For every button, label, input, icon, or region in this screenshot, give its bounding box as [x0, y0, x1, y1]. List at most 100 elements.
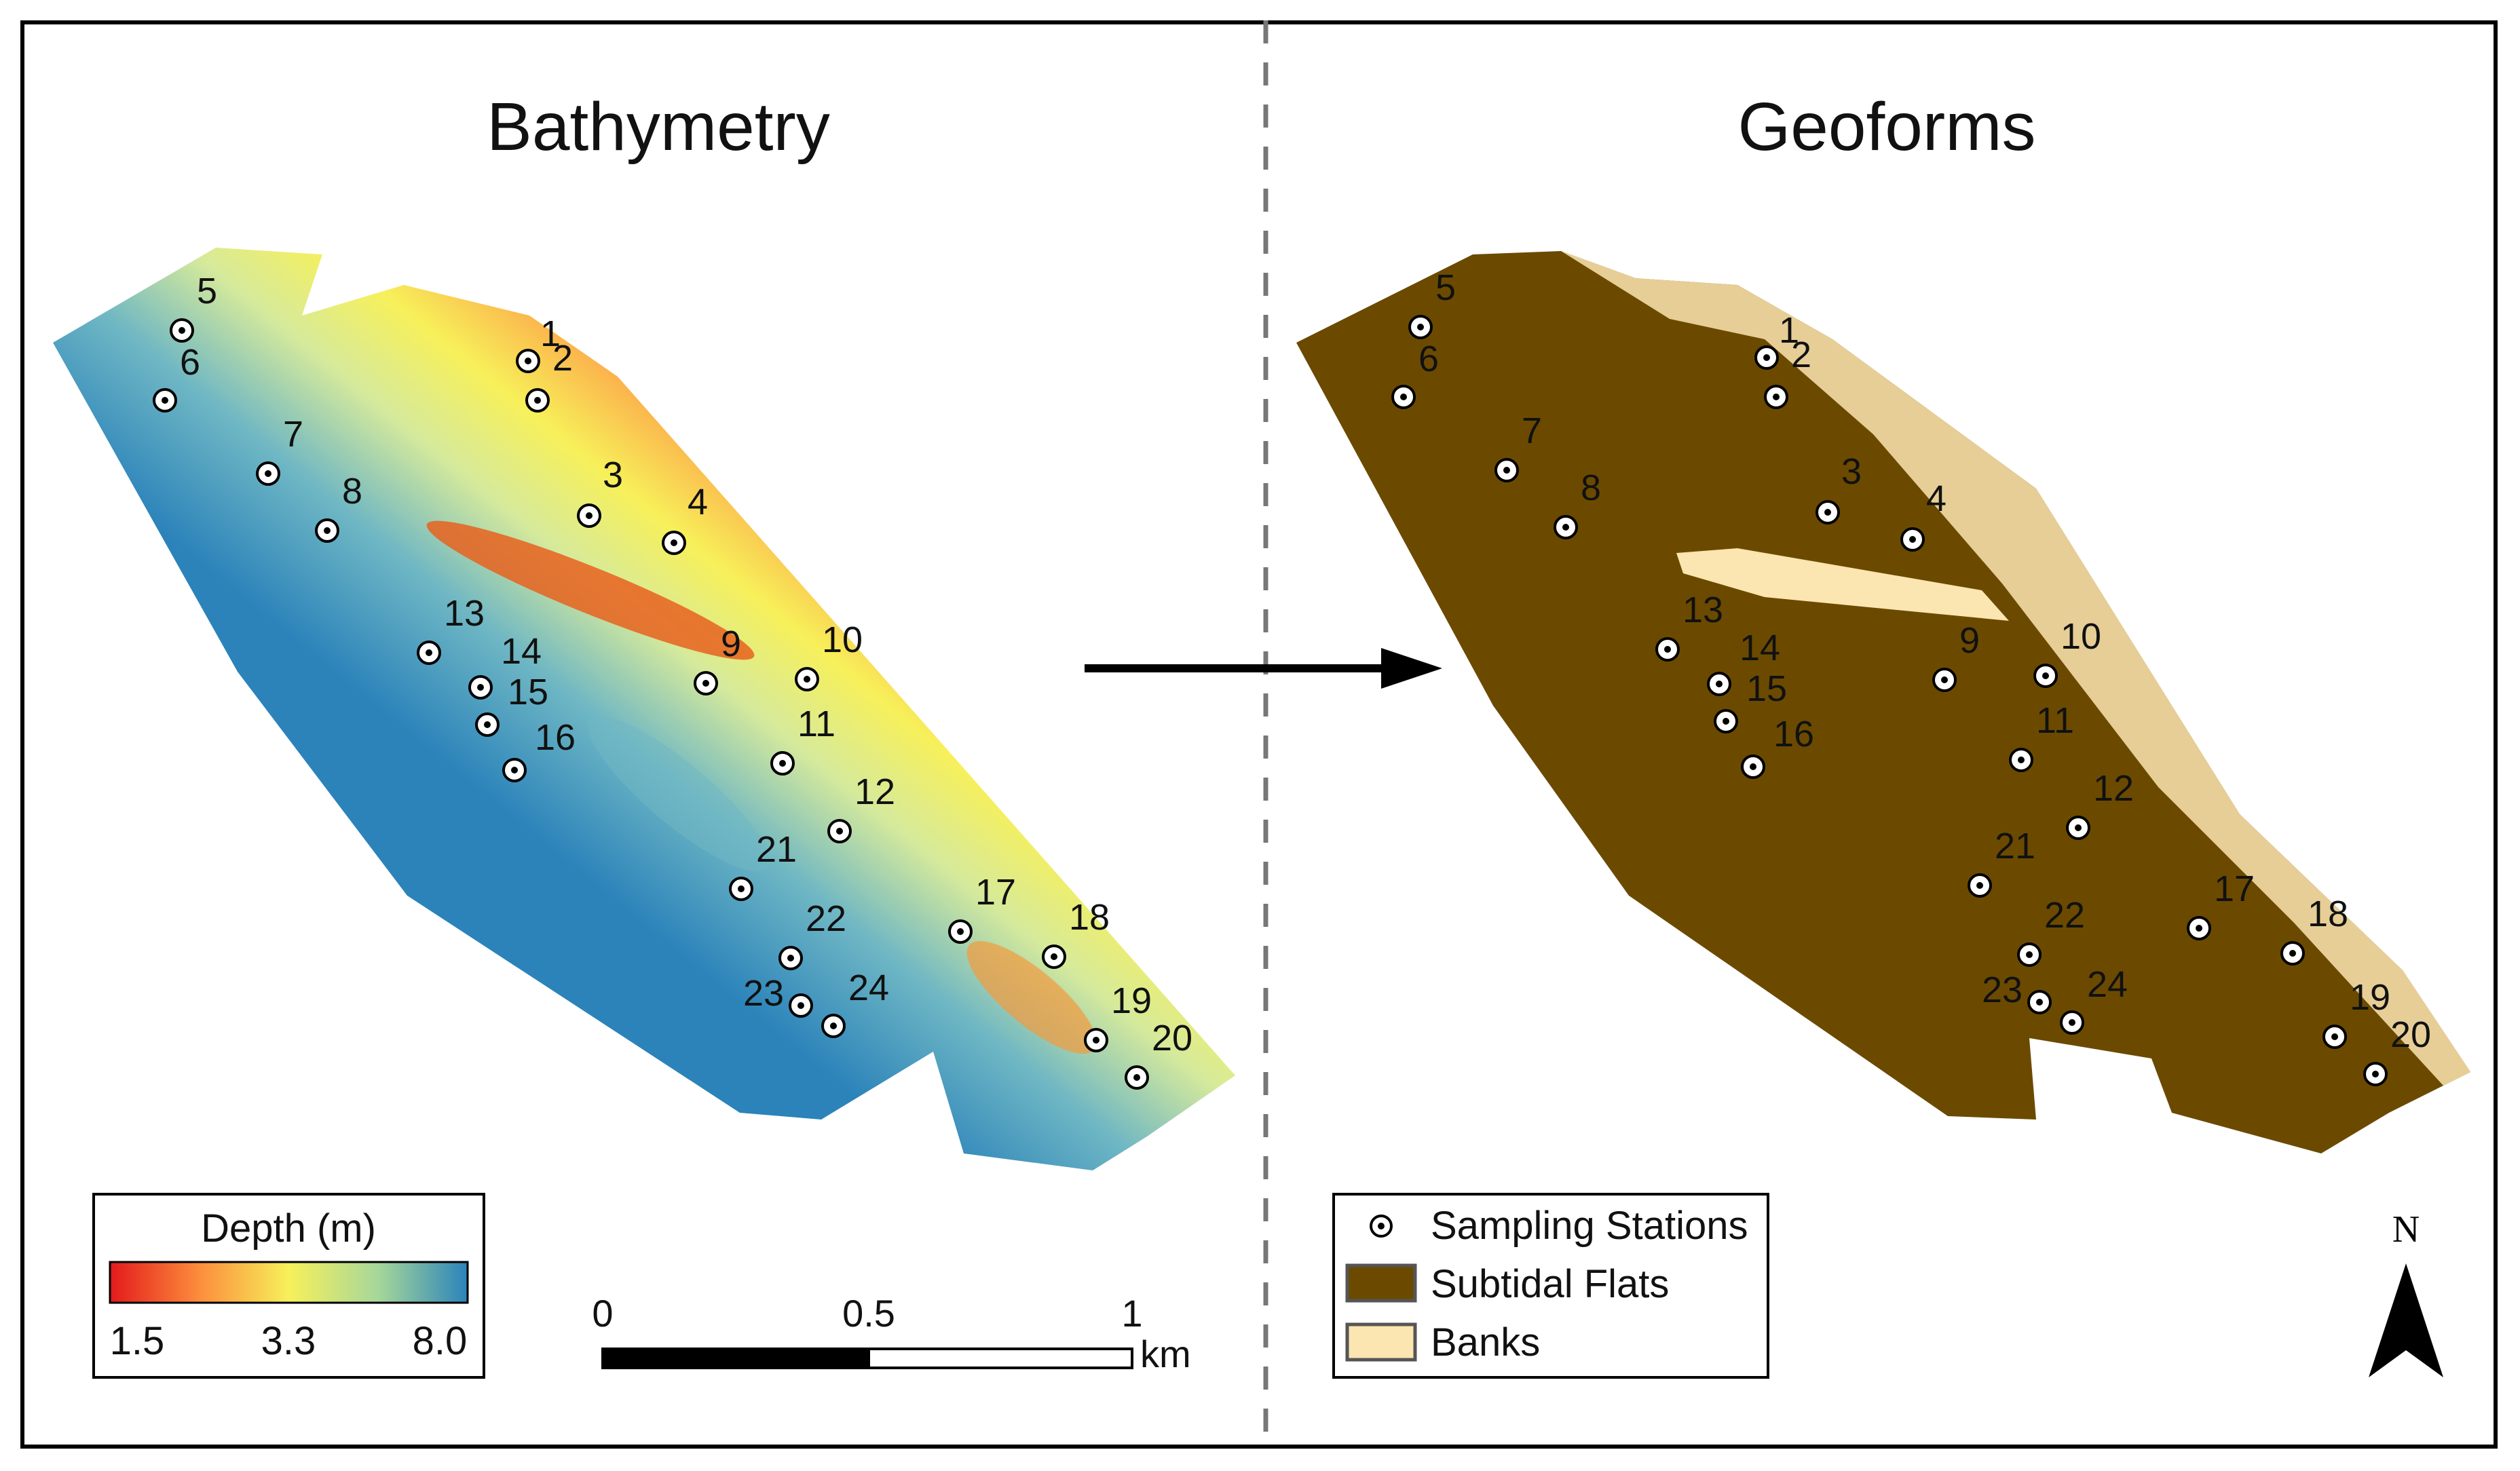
scale-tick-0: 0 — [592, 1292, 613, 1335]
geoforms-title: Geoforms — [1737, 89, 2036, 165]
station-22-geoforms: 22 — [2017, 895, 2085, 967]
station-label: 7 — [283, 414, 303, 455]
depth-tick-mid: 3.3 — [261, 1319, 316, 1363]
station-18-bathymetry: 18 — [1042, 897, 1110, 969]
north-arrow: N — [2369, 1208, 2443, 1377]
banks-swatch — [1345, 1322, 1417, 1362]
station-label: 16 — [1773, 714, 1814, 754]
station-15-bathymetry: 15 — [475, 672, 548, 737]
station-label: 3 — [603, 455, 623, 495]
station-19-bathymetry: 19 — [1084, 980, 1152, 1052]
bathymetry-raster — [53, 248, 1235, 1170]
station-label: 15 — [1746, 668, 1787, 709]
station-23-geoforms: 23 — [1982, 970, 2052, 1014]
station-label: 13 — [1682, 590, 1723, 630]
station-label: 17 — [2214, 868, 2255, 909]
station-2-bathymetry: 2 — [525, 338, 573, 413]
station-22-bathymetry: 22 — [778, 898, 846, 970]
station-14-geoforms: 14 — [1707, 628, 1780, 696]
station-label: 4 — [688, 482, 708, 522]
station-10-bathymetry: 10 — [795, 619, 863, 691]
station-label: 16 — [535, 717, 576, 758]
station-19-geoforms: 19 — [2322, 977, 2390, 1049]
bathymetry-title: Bathymetry — [487, 89, 830, 165]
station-label: 19 — [2350, 977, 2390, 1018]
station-7-bathymetry: 7 — [256, 414, 303, 486]
scale-bar: 0 0.5 1 km — [592, 1292, 1190, 1375]
station-24-bathymetry: 24 — [821, 968, 889, 1038]
station-5-bathymetry: 5 — [170, 271, 217, 343]
station-label: 10 — [822, 619, 863, 660]
station-label: 18 — [1069, 897, 1110, 938]
station-label: 14 — [1739, 628, 1780, 668]
station-label: 18 — [2308, 894, 2348, 934]
transform-arrow — [1085, 648, 1442, 689]
station-label: 22 — [806, 898, 846, 939]
station-5-geoforms: 5 — [1408, 267, 1456, 339]
station-11-geoforms: 11 — [2009, 700, 2074, 772]
station-3-bathymetry: 3 — [577, 455, 623, 528]
station-8-bathymetry: 8 — [315, 471, 362, 543]
station-6-bathymetry: 6 — [153, 342, 200, 413]
depth-tick-min: 1.5 — [110, 1319, 165, 1363]
station-label: 6 — [180, 342, 200, 383]
station-label: 8 — [1581, 467, 1601, 508]
station-label: 12 — [2093, 768, 2134, 809]
station-4-bathymetry: 4 — [662, 482, 708, 555]
depth-legend-title: Depth (m) — [201, 1206, 376, 1250]
station-label: 15 — [508, 672, 548, 712]
station-16-bathymetry: 16 — [502, 717, 576, 782]
legend-banks: Banks — [1431, 1320, 1540, 1364]
station-label: 4 — [1926, 478, 1947, 519]
subtidal-flats-swatch — [1345, 1263, 1417, 1303]
station-label: 12 — [854, 771, 895, 812]
station-label: 24 — [2087, 964, 2128, 1005]
station-label: 20 — [2390, 1014, 2431, 1055]
station-3-geoforms: 3 — [1816, 451, 1862, 524]
station-8-geoforms: 8 — [1554, 467, 1601, 539]
station-label: 19 — [1111, 980, 1152, 1021]
station-label: 3 — [1841, 451, 1862, 492]
station-14-bathymetry: 14 — [468, 631, 542, 700]
station-4-geoforms: 4 — [1900, 478, 1947, 552]
scale-unit: km — [1140, 1333, 1191, 1375]
station-2-geoforms: 2 — [1764, 335, 1811, 409]
station-label: 22 — [2044, 895, 2085, 936]
depth-color-ramp — [109, 1261, 469, 1304]
depth-tick-max: 8.0 — [413, 1319, 468, 1363]
legend-sampling-stations: Sampling Stations — [1431, 1204, 1748, 1248]
station-1-geoforms: 1 — [1754, 310, 1799, 370]
station-label: 7 — [1522, 410, 1542, 451]
station-label: 1 — [540, 313, 561, 354]
station-label: 11 — [2036, 700, 2074, 741]
station-20-bathymetry: 20 — [1125, 1018, 1192, 1090]
station-1-bathymetry: 1 — [516, 313, 561, 373]
station-label: 1 — [1779, 310, 1799, 351]
station-10-geoforms: 10 — [2033, 616, 2101, 688]
station-18-geoforms: 18 — [2280, 894, 2348, 966]
station-label: 10 — [2061, 616, 2101, 657]
station-12-bathymetry: 12 — [827, 771, 895, 843]
station-13-geoforms: 13 — [1655, 590, 1723, 662]
geoform-legend: Sampling Stations Subtidal Flats Banks — [1332, 1193, 1769, 1379]
station-label: 20 — [1152, 1018, 1192, 1058]
station-label: 14 — [501, 631, 542, 672]
station-21-geoforms: 21 — [1968, 826, 2035, 898]
legend-subtidal-flats: Subtidal Flats — [1431, 1262, 1669, 1306]
station-label: 23 — [743, 973, 784, 1014]
station-label: 24 — [848, 968, 889, 1008]
station-17-bathymetry: 17 — [948, 872, 1016, 944]
station-label: 8 — [342, 471, 362, 512]
station-label: 6 — [1418, 339, 1439, 379]
station-13-bathymetry: 13 — [417, 593, 485, 665]
station-label: 5 — [1435, 267, 1456, 308]
scale-tick-1: 1 — [1121, 1292, 1142, 1335]
station-label: 21 — [1995, 826, 2035, 866]
station-label: 17 — [975, 872, 1016, 913]
station-7-geoforms: 7 — [1494, 410, 1542, 482]
north-label: N — [2392, 1208, 2420, 1250]
station-label: 2 — [552, 338, 573, 379]
station-label: 2 — [1791, 335, 1811, 375]
